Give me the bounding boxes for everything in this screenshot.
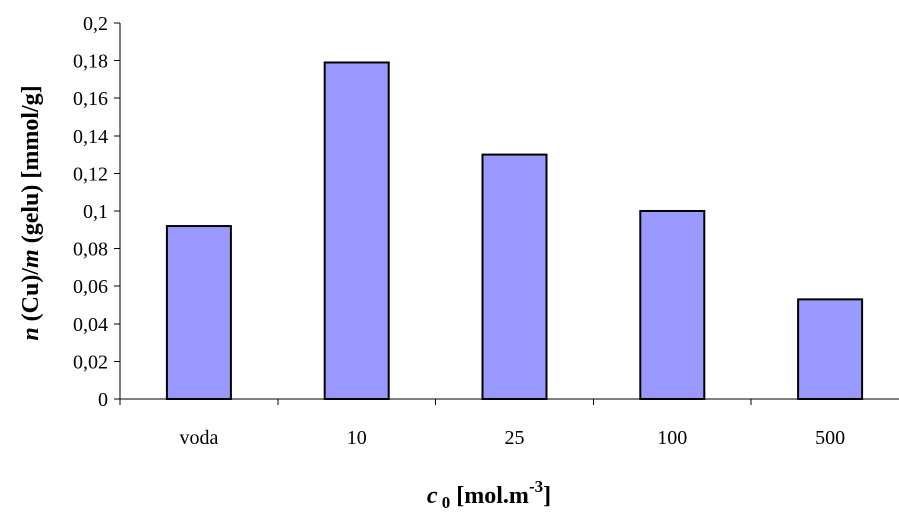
x-category-label: 500	[815, 427, 845, 449]
y-tick-label: 0,02	[73, 351, 108, 373]
bar-10	[323, 61, 390, 400]
y-tick-label: 0,16	[73, 88, 108, 110]
bar-voda	[165, 225, 232, 400]
y-tick-label: 0	[98, 389, 108, 411]
bar-500	[797, 298, 864, 400]
x-axis-title-c: c	[427, 483, 438, 509]
y-tick-label: 0,1	[83, 201, 108, 223]
x-category-label: 10	[347, 427, 367, 449]
y-tick-label: 0,2	[83, 13, 108, 35]
y-tick-label: 0,14	[73, 126, 108, 148]
x-category-label: 25	[505, 427, 525, 449]
x-axis-title-sup: -3	[529, 477, 543, 496]
x-axis-title-sub: 0	[438, 493, 451, 510]
x-axis-title-unit: [mol.m	[450, 483, 529, 509]
x-category-label: 100	[657, 427, 687, 449]
y-axis-title-n: n	[18, 327, 44, 340]
bar-group	[165, 61, 864, 400]
bar-25	[481, 153, 548, 400]
x-axis-title: c 0 [mol.m-3]	[427, 477, 551, 510]
x-category-label: voda	[179, 427, 218, 449]
x-ticks-group: voda 10 25 100 500	[119, 399, 845, 449]
y-axis-title-m: m	[18, 249, 44, 268]
y-axis-title-cu: (Cu)/	[18, 268, 44, 328]
y-tick-label: 0,12	[73, 163, 108, 185]
y-ticks-group: 0 0,02 0,04 0,06 0,08 0,1 0,12 0,14 0,16 0,18 0,2	[73, 13, 120, 411]
bar-100	[639, 210, 706, 400]
y-axis-title: n (Cu)/m (gelu) [mmol/g]	[18, 85, 44, 340]
y-tick-label: 0,18	[73, 51, 108, 73]
y-tick-label: 0,04	[73, 314, 108, 336]
x-axis-title-close: ]	[543, 483, 551, 509]
y-tick-label: 0,08	[73, 239, 108, 261]
y-tick-label: 0,06	[73, 276, 108, 298]
y-axis-title-unit: (gelu) [mmol/g]	[18, 85, 44, 249]
